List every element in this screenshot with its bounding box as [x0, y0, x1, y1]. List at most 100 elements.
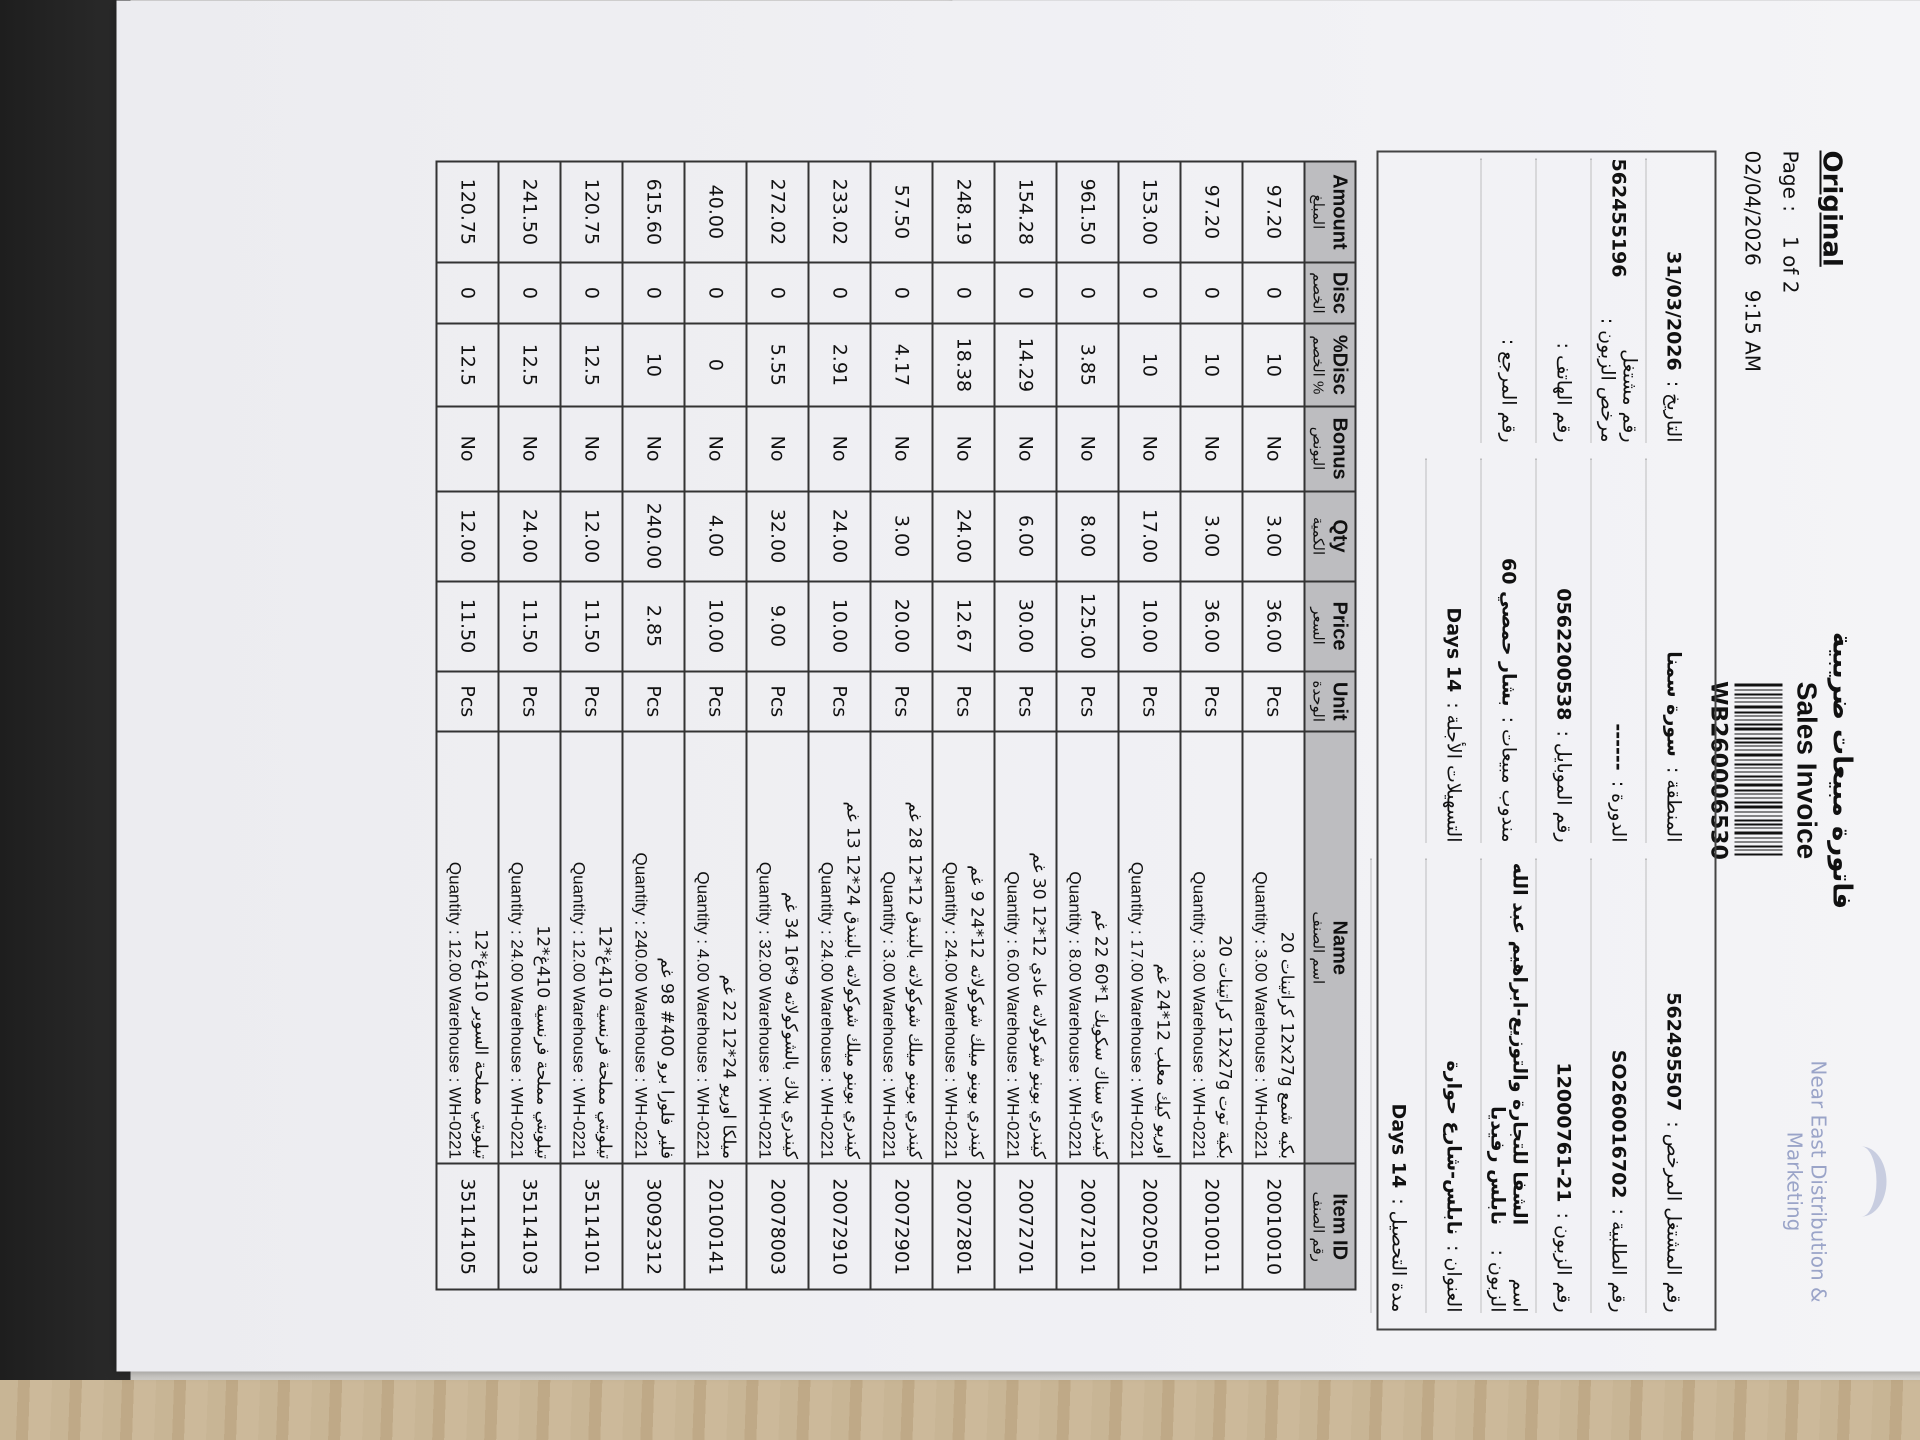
field-value: الشفا للتجارة والتوزيع-ابراهيم عبد الله …	[1486, 862, 1531, 1226]
item-row: 35114105 تيلوبتي مملحة السوبر 410غ*12 Quan…	[436, 161, 499, 1290]
title-block: فاتورة مبيعات ضريبية Sales Invoice WB260…	[1706, 561, 1857, 981]
field: رقم الطلبية : SO260016702	[1590, 858, 1646, 1313]
field-value: 0562200538	[1552, 588, 1575, 721]
field: مندوب مبيعات : بشار حمصي 60	[1480, 458, 1536, 843]
item-row: 20072101 كيندري سناك سكويك 1*60 22 غم Quan…	[1056, 161, 1119, 1290]
item-id: 35114101	[560, 1163, 623, 1290]
item-id: 20010010	[1242, 1163, 1305, 1290]
bonus: No	[870, 406, 933, 492]
field-value: 562495507	[1662, 992, 1685, 1112]
field-value: SO260016702	[1607, 1049, 1630, 1199]
discount: 0	[1242, 262, 1305, 324]
bonus: No	[746, 406, 809, 492]
price: 36.00	[1180, 581, 1243, 671]
page-number: 1 of 2	[1778, 236, 1803, 294]
unit: Pcs	[932, 671, 995, 732]
price: 10.00	[684, 581, 747, 671]
price: 2.85	[622, 581, 685, 671]
barcode-bar	[1734, 689, 1783, 691]
amount: 233.02	[808, 161, 871, 263]
price: 11.50	[560, 581, 623, 671]
field: التسهيلات الأجلة : 14 Days	[1425, 458, 1481, 843]
barcode-bar	[1734, 693, 1783, 696]
field-value: 14 Days	[1442, 607, 1465, 693]
price: 30.00	[994, 581, 1057, 671]
column-header: Disc%% الخصم	[1304, 323, 1356, 407]
amount: 615.60	[622, 161, 685, 263]
field: مدة التحصيل : 14 Days	[1370, 858, 1426, 1313]
discount-percent: 0	[684, 323, 747, 407]
field-label: رقم مشتغل مرخص الزبون :	[1596, 317, 1641, 443]
invoice-sheet: Original Page :1 of 2 02/04/2026 9:15 AM …	[116, 0, 1920, 1372]
field: رقم الزبون : 12000761-21	[1535, 858, 1591, 1313]
column-header-en: Price	[1328, 601, 1351, 651]
field: رقم المرجع :	[1480, 158, 1536, 443]
column-header-ar: الخصم	[1309, 272, 1327, 314]
quantity: 17.00	[1118, 491, 1181, 582]
bonus: No	[808, 406, 871, 492]
item-name-cell: كيندري بوينو شوكولاته عادي 12*12 30 غم Qu…	[994, 731, 1057, 1164]
unit: Pcs	[498, 671, 561, 732]
item-name-cell: تيلوبتي مملحة السوبر 410غ*12 Quantity : 1…	[436, 731, 499, 1164]
barcode-bar	[1734, 779, 1783, 781]
column-header-ar: الكمية	[1309, 516, 1327, 556]
field: الدورة : ------	[1590, 458, 1646, 843]
barcode-bar	[1734, 745, 1783, 747]
bonus: No	[436, 406, 499, 492]
unit: Pcs	[622, 671, 685, 732]
field-label: التاريخ :	[1662, 380, 1685, 443]
column-header-en: Qty	[1328, 519, 1351, 553]
quantity: 24.00	[498, 491, 561, 582]
unit: Pcs	[994, 671, 1057, 732]
field-column: المنطقة : سورة سمنا الدورة : ------ رقم المو…	[1371, 443, 1701, 843]
field-value: 31/03/2026	[1662, 251, 1685, 371]
unit: Pcs	[436, 671, 499, 732]
column-header-ar: السعر	[1309, 607, 1327, 645]
field-label: المنطقة :	[1662, 766, 1685, 843]
field-label: مندوب مبيعات :	[1497, 716, 1520, 843]
item-row: 35114101 تيلوبتي مملحة فرنسية 410غ*12 Quan…	[560, 161, 623, 1290]
unit: Pcs	[1180, 671, 1243, 732]
discount: 0	[1056, 262, 1119, 324]
discount-percent: 12.5	[498, 323, 561, 407]
barcode	[1734, 561, 1783, 981]
barcode-bar	[1734, 849, 1783, 851]
item-id: 20100141	[684, 1163, 747, 1290]
discount-percent: 10	[1118, 323, 1181, 407]
bonus: No	[1242, 406, 1305, 492]
item-id: 35114105	[436, 1163, 499, 1290]
discount: 0	[932, 262, 995, 324]
logo: Near East Distribution & Marketing	[1783, 1032, 1887, 1332]
barcode-bar	[1734, 845, 1783, 848]
item-name: كيندري بلاك بالشوكولاته 9*16 34 غم	[780, 891, 801, 1159]
barcode-bar	[1734, 723, 1783, 726]
item-row: 30092312 فلير فلورا برو 400# 98 غم Quantit…	[622, 161, 685, 1290]
quantity: 3.00	[1180, 491, 1243, 582]
item-row: 20072910 كيندري بوينو ميلك شوكولاته بالبن…	[808, 161, 871, 1290]
barcode-bar	[1734, 701, 1783, 703]
bonus: No	[684, 406, 747, 492]
barcode-bar	[1734, 801, 1783, 804]
item-id: 20010011	[1180, 1163, 1243, 1290]
barcode-bar	[1734, 789, 1783, 792]
item-id: 20078003	[746, 1163, 809, 1290]
item-detail: Quantity : 24.00 Warehouse : WH-0221	[941, 861, 961, 1159]
discount-percent: 10	[1180, 323, 1243, 407]
field: التاريخ : 31/03/2026	[1645, 158, 1701, 443]
barcode-bar	[1734, 837, 1783, 839]
quantity: 24.00	[932, 491, 995, 582]
barcode-bar	[1734, 797, 1783, 799]
item-id: 20072801	[932, 1163, 995, 1290]
column-header: Item ID رقم الصنف	[1304, 1163, 1356, 1290]
price: 11.50	[436, 581, 499, 671]
barcode-bar	[1734, 753, 1783, 757]
unit: Pcs	[746, 671, 809, 732]
barcode-bar	[1734, 733, 1783, 735]
quantity: 240.00	[622, 491, 685, 582]
discount-percent: 12.5	[436, 323, 499, 407]
field-label: اسم الزبون :	[1486, 1249, 1531, 1313]
item-name: فلير فلورا برو 400# 98 غم	[656, 957, 677, 1159]
discount-percent: 2.91	[808, 323, 871, 407]
barcode-bar	[1734, 767, 1783, 769]
copy-label: Original	[1816, 150, 1847, 267]
